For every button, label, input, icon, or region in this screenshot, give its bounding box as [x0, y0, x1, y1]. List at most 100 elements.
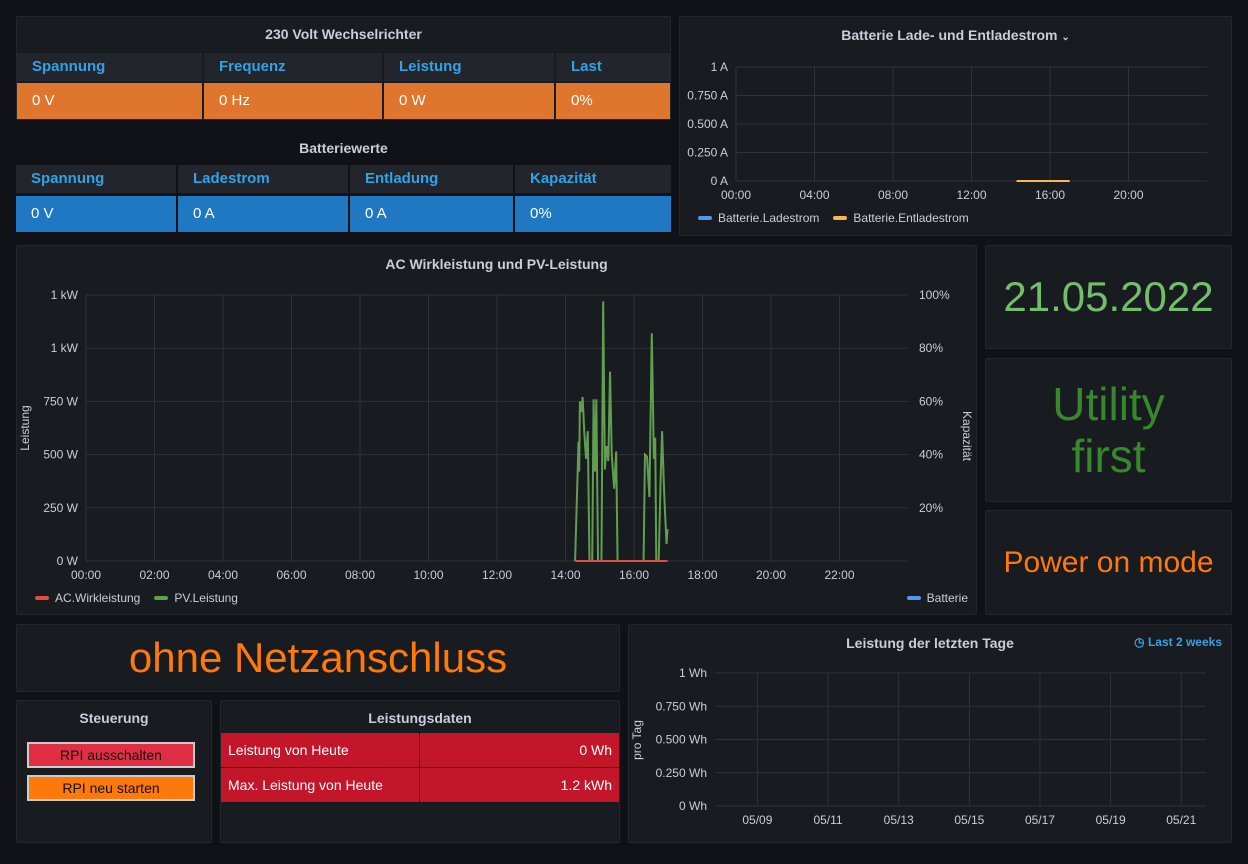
panel-title: Batteriewerte: [299, 140, 388, 156]
power-data-panel: Leistungsdaten Leistung von Heute 0 Wh Ma…: [220, 700, 620, 843]
x-tick-label: 18:00: [687, 568, 717, 582]
daily-power-chart: 0 Wh 0.250 Wh 0.500 Wh 0.750 Wh 1 Wh 05/09 05/…: [630, 666, 1206, 827]
y2-tick-label: 80%: [919, 341, 943, 355]
x-tick-label: 08:00: [345, 568, 375, 582]
legend-swatch: [833, 216, 848, 220]
x-tick-label: 10:00: [413, 568, 443, 582]
chevron-down-icon: ⌄: [1061, 32, 1070, 43]
legend-label: Batterie.Ladestrom: [718, 211, 820, 225]
column-header: Spannung: [17, 53, 202, 81]
legend-item[interactable]: Batterie.Entladestrom: [833, 211, 969, 225]
x-tick-label: 05/19: [1096, 813, 1126, 827]
legend-label: PV.Leistung: [174, 591, 238, 605]
column-header: Leistung: [384, 53, 554, 81]
y-tick-label: 500 W: [43, 448, 78, 462]
x-tick-label: 00:00: [71, 568, 101, 582]
x-tick-label: 05/11: [813, 813, 842, 827]
row-value: 1.2 kWh: [420, 768, 619, 802]
x-tick-label: 05/13: [884, 813, 914, 827]
y-tick-label: 1 Wh: [679, 666, 707, 680]
power-chart-panel: AC Wirkleistung und PV-Leistung 0 W 250 W…: [16, 245, 977, 615]
y-tick-label: 0 A: [711, 174, 728, 188]
y-tick-label: 0.750 Wh: [656, 699, 707, 713]
power-chart: 0 W 250 W 500 W 750 W 1 kW 1 kW 00:00 02:00 04:0…: [18, 288, 974, 582]
y-axis-label: pro Tag: [630, 720, 644, 760]
cell-value: 0%: [515, 196, 671, 232]
grid-status: ohne Netzanschluss: [128, 634, 508, 681]
y-tick-label: 1 A: [711, 60, 728, 74]
power-mode-panel: Power on mode: [985, 510, 1232, 615]
y2-tick-label: 40%: [919, 448, 943, 462]
row-label: Max. Leistung von Heute: [221, 768, 419, 802]
mode-value: Utility first: [1052, 378, 1165, 482]
date-value: 21.05.2022: [1003, 273, 1214, 320]
x-tick-label: 05/17: [1025, 813, 1055, 827]
legend-item[interactable]: Batterie.Ladestrom: [698, 211, 819, 225]
table-row: Max. Leistung von Heute 1.2 kWh: [221, 768, 619, 802]
x-tick-label: 06:00: [276, 568, 306, 582]
y-tick-label: 250 W: [43, 501, 78, 515]
y-tick-label: 1 kW: [51, 341, 79, 355]
x-tick-label: 22:00: [824, 568, 854, 582]
cell-value: 0 V: [16, 196, 176, 232]
cell-value: 0 Hz: [204, 83, 382, 119]
legend-label: Batterie: [926, 591, 968, 605]
x-tick-label: 04:00: [799, 188, 829, 202]
legend-swatch: [906, 596, 921, 600]
y-tick-label: 0.250 Wh: [656, 766, 707, 780]
y2-axis-label: Kapazität: [960, 411, 974, 462]
legend-label: AC.Wirkleistung: [55, 591, 141, 605]
daily-power-chart-panel: Leistung der letzten Tage ◷ Last 2 weeks…: [628, 624, 1232, 843]
mode-panel: Utility first: [985, 358, 1232, 502]
time-range-label: Last 2 weeks: [1147, 635, 1222, 649]
panel-title: Batterie Lade- und Entladestrom: [841, 27, 1058, 43]
column-header: Kapazität: [515, 165, 671, 193]
table-row: Leistung von Heute 0 Wh: [221, 733, 619, 767]
x-tick-label: 14:00: [550, 568, 580, 582]
battery-current-chart: 0 A 0.250 A 0.500 A 0.750 A 1 A 00:00 04:00 08:…: [687, 60, 1207, 202]
legend-swatch: [154, 596, 169, 600]
x-tick-label: 12:00: [482, 568, 512, 582]
column-header: Entladung: [350, 165, 513, 193]
cell-value: 0 A: [178, 196, 348, 232]
y-tick-label: 750 W: [43, 394, 78, 408]
y2-tick-label: 100%: [919, 288, 950, 302]
power-mode-value: Power on mode: [1003, 545, 1214, 579]
battery-values-panel: Batteriewerte Spannung Ladestrom Entladung…: [16, 130, 671, 234]
y-tick-label: 0 Wh: [679, 799, 707, 813]
panel-title-menu[interactable]: Batterie Lade- und Entladestrom ⌄: [680, 27, 1231, 43]
legend-item[interactable]: PV.Leistung: [154, 591, 238, 605]
inverter-panel: 230 Volt Wechselrichter Spannung Frequenz…: [16, 16, 671, 120]
panel-title: Leistungsdaten: [368, 710, 472, 726]
control-panel: Steuerung RPI ausschalten RPI neu starte…: [16, 700, 212, 843]
legend-item[interactable]: Batterie: [906, 591, 968, 605]
rpi-restart-button[interactable]: RPI neu starten: [27, 775, 195, 801]
time-range-link[interactable]: ◷ Last 2 weeks: [1134, 635, 1222, 649]
y-tick-label: 0.500 A: [687, 117, 728, 131]
x-tick-label: 04:00: [208, 568, 238, 582]
rpi-shutdown-button[interactable]: RPI ausschalten: [27, 742, 195, 768]
y2-tick-label: 20%: [919, 501, 943, 515]
x-tick-label: 05/09: [742, 813, 772, 827]
row-value: 0 Wh: [420, 733, 619, 767]
clock-icon: ◷: [1134, 635, 1145, 649]
date-panel: 21.05.2022: [985, 245, 1232, 349]
panel-title: AC Wirkleistung und PV-Leistung: [385, 256, 608, 272]
battery-current-chart-panel: Batterie Lade- und Entladestrom ⌄ 0 A 0.2…: [679, 16, 1232, 236]
pv-series-line: [574, 301, 669, 562]
y-tick-label: 0.250 A: [687, 146, 728, 160]
legend-item[interactable]: AC.Wirkleistung: [35, 591, 140, 605]
panel-title: Leistung der letzten Tage: [846, 635, 1014, 651]
x-tick-label: 20:00: [1113, 188, 1143, 202]
cell-value: 0%: [556, 83, 670, 119]
x-tick-label: 02:00: [139, 568, 169, 582]
cell-value: 0 A: [350, 196, 513, 232]
cell-value: 0 V: [17, 83, 202, 119]
legend-label: Batterie.Entladestrom: [853, 211, 969, 225]
legend-swatch: [35, 596, 49, 600]
y-tick-label: 1 kW: [51, 288, 79, 302]
x-tick-label: 12:00: [956, 188, 986, 202]
y-tick-label: 0.750 A: [687, 89, 728, 103]
column-header: Ladestrom: [178, 165, 348, 193]
y-axis-label: Leistung: [18, 405, 32, 450]
